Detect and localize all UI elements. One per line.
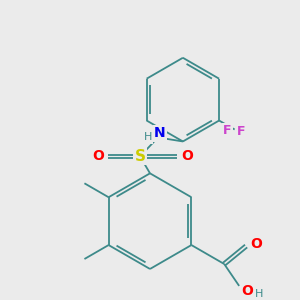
- Text: F: F: [237, 125, 246, 138]
- Text: O: O: [92, 149, 104, 164]
- Text: S: S: [134, 149, 146, 164]
- Text: O: O: [250, 237, 262, 251]
- Text: N: N: [154, 127, 166, 140]
- Text: O: O: [181, 149, 193, 164]
- Text: H: H: [144, 133, 152, 142]
- Text: F: F: [223, 124, 231, 137]
- Text: H: H: [255, 289, 263, 299]
- Text: O: O: [241, 284, 253, 298]
